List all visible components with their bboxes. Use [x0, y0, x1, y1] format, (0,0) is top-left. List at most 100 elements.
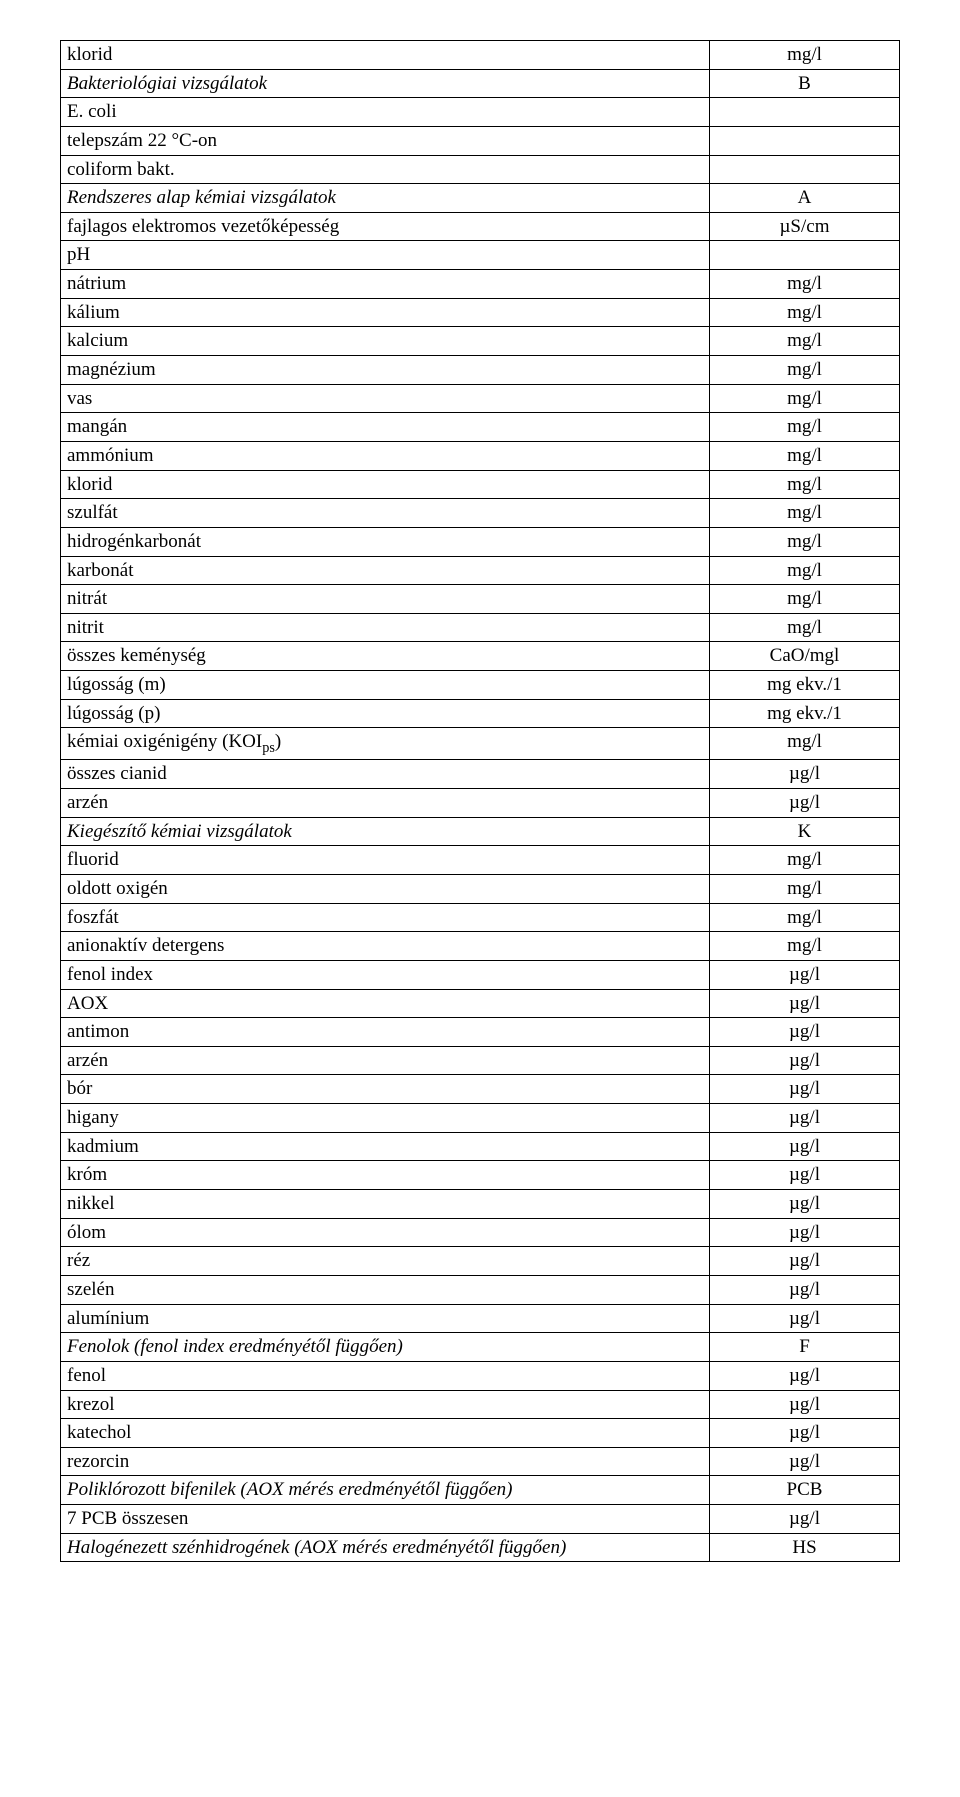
table-row: fluoridmg/l — [61, 846, 900, 875]
parameter-unit-cell: µg/l — [710, 1304, 900, 1333]
parameter-name-cell: kalcium — [61, 327, 710, 356]
parameter-unit-cell: mg/l — [710, 846, 900, 875]
parameter-name-cell: fluorid — [61, 846, 710, 875]
parameter-unit-cell: mg/l — [710, 932, 900, 961]
table-row: magnéziummg/l — [61, 356, 900, 385]
parameter-unit-cell: µg/l — [710, 1361, 900, 1390]
parameter-name-cell: karbonát — [61, 556, 710, 585]
parameter-unit-cell — [710, 155, 900, 184]
parameter-name-cell: higany — [61, 1104, 710, 1133]
parameter-unit-cell: µg/l — [710, 1132, 900, 1161]
parameter-unit-cell: F — [710, 1333, 900, 1362]
parameter-name-cell: nikkel — [61, 1190, 710, 1219]
parameter-unit-cell: mg/l — [710, 413, 900, 442]
parameter-unit-cell: µg/l — [710, 1218, 900, 1247]
table-row: kloridmg/l — [61, 41, 900, 70]
table-row: ólomµg/l — [61, 1218, 900, 1247]
table-row: rézµg/l — [61, 1247, 900, 1276]
table-row: ammóniummg/l — [61, 441, 900, 470]
table-row: szelénµg/l — [61, 1275, 900, 1304]
table-row: kalciummg/l — [61, 327, 900, 356]
parameter-name-cell: oldott oxigén — [61, 874, 710, 903]
parameter-unit-cell: mg/l — [710, 270, 900, 299]
parameter-unit-cell: CaO/mgl — [710, 642, 900, 671]
parameter-unit-cell: mg/l — [710, 441, 900, 470]
parameter-name-cell: AOX — [61, 989, 710, 1018]
parameter-unit-cell: mg/l — [710, 585, 900, 614]
table-row: E. coli — [61, 98, 900, 127]
parameter-name-cell: Poliklórozott bifenilek (AOX mérés eredm… — [61, 1476, 710, 1505]
table-row: összes keménységCaO/mgl — [61, 642, 900, 671]
table-row: foszfátmg/l — [61, 903, 900, 932]
parameter-name-cell: magnézium — [61, 356, 710, 385]
parameter-unit-cell: mg/l — [710, 356, 900, 385]
parameter-name-cell: mangán — [61, 413, 710, 442]
parameter-name-cell: alumínium — [61, 1304, 710, 1333]
parameter-unit-cell: mg/l — [710, 728, 900, 760]
parameter-name-cell: pH — [61, 241, 710, 270]
parameter-name-cell: klorid — [61, 41, 710, 70]
table-row: arzénµg/l — [61, 789, 900, 818]
parameter-unit-cell: mg/l — [710, 327, 900, 356]
parameter-unit-cell: mg/l — [710, 903, 900, 932]
parameter-name-cell: arzén — [61, 789, 710, 818]
parameter-unit-cell: µg/l — [710, 760, 900, 789]
parameter-unit-cell: mg/l — [710, 874, 900, 903]
parameter-name-cell: kémiai oxigénigény (KOIps) — [61, 728, 710, 760]
parameter-unit-cell: µg/l — [710, 1419, 900, 1448]
parameter-unit-cell: µg/l — [710, 1075, 900, 1104]
table-row: Rendszeres alap kémiai vizsgálatokA — [61, 184, 900, 213]
parameter-unit-cell: µg/l — [710, 1190, 900, 1219]
table-row: alumíniumµg/l — [61, 1304, 900, 1333]
parameter-unit-cell: mg/l — [710, 470, 900, 499]
parameter-unit-cell: mg/l — [710, 384, 900, 413]
parameter-unit-cell — [710, 126, 900, 155]
parameter-unit-cell: µg/l — [710, 1505, 900, 1534]
table-row: krezolµg/l — [61, 1390, 900, 1419]
table-row: vasmg/l — [61, 384, 900, 413]
parameter-unit-cell: µg/l — [710, 1104, 900, 1133]
parameter-name-cell: krezol — [61, 1390, 710, 1419]
parameter-name-cell: fenol index — [61, 960, 710, 989]
parameter-name-cell: Halogénezett szénhidrogének (AOX mérés e… — [61, 1533, 710, 1562]
parameter-unit-cell: HS — [710, 1533, 900, 1562]
table-row: nitrátmg/l — [61, 585, 900, 614]
parameter-name-cell: 7 PCB összesen — [61, 1505, 710, 1534]
table-row: Bakteriológiai vizsgálatokB — [61, 69, 900, 98]
parameter-name-cell: réz — [61, 1247, 710, 1276]
parameter-name-cell: kálium — [61, 298, 710, 327]
parameter-unit-cell: µg/l — [710, 1447, 900, 1476]
parameter-unit-cell: mg ekv./1 — [710, 699, 900, 728]
table-row: rezorcinµg/l — [61, 1447, 900, 1476]
parameter-unit-cell: µg/l — [710, 989, 900, 1018]
table-row: összes cianidµg/l — [61, 760, 900, 789]
parameter-name-cell: kadmium — [61, 1132, 710, 1161]
parameter-name-cell: bór — [61, 1075, 710, 1104]
table-row: krómµg/l — [61, 1161, 900, 1190]
parameter-unit-cell: µS/cm — [710, 212, 900, 241]
parameter-name-cell: nitrit — [61, 613, 710, 642]
parameter-unit-cell: K — [710, 817, 900, 846]
table-row: fenolµg/l — [61, 1361, 900, 1390]
parameter-name-cell: lúgosság (p) — [61, 699, 710, 728]
table-body: kloridmg/lBakteriológiai vizsgálatokBE. … — [61, 41, 900, 1562]
table-row: katecholµg/l — [61, 1419, 900, 1448]
parameter-unit-cell — [710, 98, 900, 127]
table-row: kloridmg/l — [61, 470, 900, 499]
table-row: lúgosság (m)mg ekv./1 — [61, 671, 900, 700]
table-row: fenol indexµg/l — [61, 960, 900, 989]
table-row: telepszám 22 °C-on — [61, 126, 900, 155]
table-row: nitritmg/l — [61, 613, 900, 642]
parameter-name-cell: anionaktív detergens — [61, 932, 710, 961]
table-row: arzénµg/l — [61, 1046, 900, 1075]
parameter-name-cell: vas — [61, 384, 710, 413]
table-row: oldott oxigénmg/l — [61, 874, 900, 903]
table-row: kadmiumµg/l — [61, 1132, 900, 1161]
parameter-name-cell: összes keménység — [61, 642, 710, 671]
parameter-name-cell: foszfát — [61, 903, 710, 932]
parameter-name-cell: szulfát — [61, 499, 710, 528]
parameter-unit-cell: µg/l — [710, 1247, 900, 1276]
table-row: pH — [61, 241, 900, 270]
parameter-unit-cell: mg ekv./1 — [710, 671, 900, 700]
parameter-name-cell: coliform bakt. — [61, 155, 710, 184]
